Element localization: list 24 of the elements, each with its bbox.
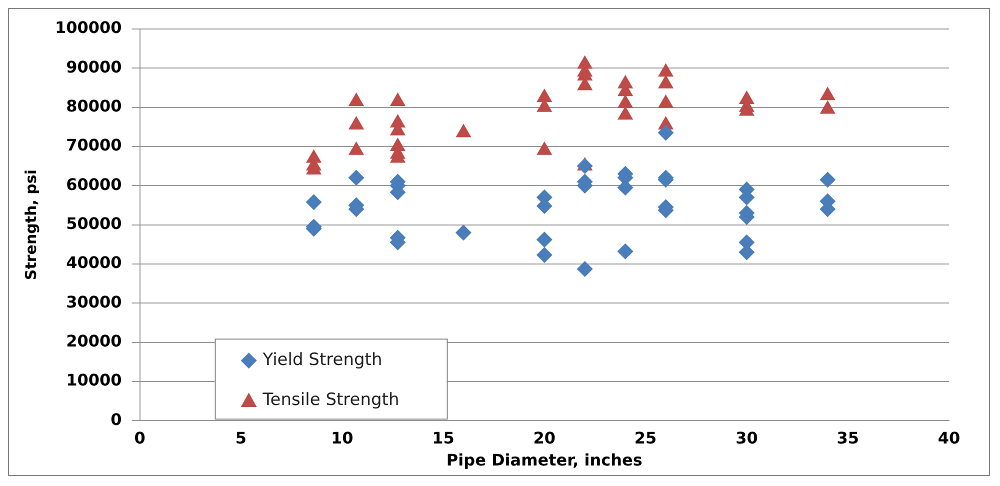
x-tick-label: 35 (836, 428, 859, 448)
y-tick-label: 10000 (66, 370, 122, 390)
x-tick-label: 30 (736, 428, 758, 448)
x-axis-title: Pipe Diameter, inches (446, 450, 642, 470)
legend-label: Tensile Strength (262, 390, 400, 410)
y-axis-title: Strength, psi (22, 170, 40, 280)
x-tick-label: 25 (634, 428, 657, 448)
y-tick-label: 60000 (66, 174, 122, 194)
legend-label: Yield Strength (262, 350, 382, 370)
x-tick-label: 20 (533, 428, 556, 448)
x-tick-label: 10 (330, 428, 354, 448)
x-tick-label: 5 (235, 428, 247, 448)
y-tick-label: 40000 (66, 253, 122, 272)
y-tick-label: 100000 (55, 18, 122, 38)
y-tick-label: 80000 (66, 96, 122, 116)
x-tick-label: 0 (134, 428, 146, 448)
y-tick-label: 0 (110, 410, 122, 429)
y-tick-label: 90000 (66, 57, 122, 76)
y-tick-label: 70000 (66, 136, 122, 155)
y-tick-label: 30000 (66, 292, 122, 312)
x-tick-label: 15 (432, 428, 454, 448)
x-tick-label: 40 (938, 428, 960, 448)
y-tick-label: 50000 (66, 214, 122, 233)
y-tick-label: 20000 (66, 331, 122, 350)
